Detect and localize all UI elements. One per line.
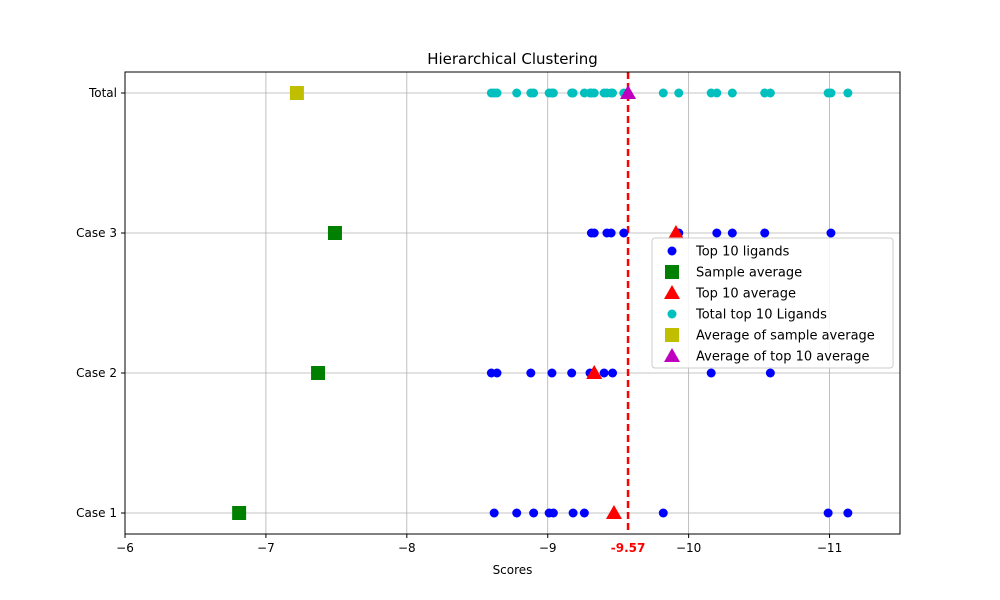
top-10-ligands-point — [619, 228, 629, 238]
x-tick-label: −10 — [676, 541, 701, 555]
total-top-10-ligands-point — [674, 88, 684, 98]
top-10-ligands-point — [579, 508, 589, 518]
total-top-10-ligands-point — [512, 88, 522, 98]
legend-label-top-10-average: Top 10 average — [695, 287, 796, 302]
total-top-10-ligands-point — [712, 88, 722, 98]
legend-label-total-top-10-ligands: Total top 10 Ligands — [695, 308, 827, 323]
top-10-ligands-point — [568, 508, 578, 518]
legend-label-average-of-sample-average: Average of sample average — [696, 329, 875, 344]
legend-marker-top-10-average — [664, 285, 680, 299]
legend-box — [651, 237, 894, 369]
total-top-10-ligands-point — [658, 88, 668, 98]
total-top-10-ligands-point — [727, 88, 737, 98]
sample-average-point — [232, 506, 247, 520]
top-10-ligands-point — [489, 508, 499, 518]
top-10-ligands-point — [548, 508, 558, 518]
legend: Top 10 ligands Sample average Top 10 avera… — [651, 237, 894, 369]
top-10-ligands-point — [727, 228, 737, 238]
y-tick-label: Case 2 — [76, 366, 117, 380]
top-10-ligands-point — [529, 508, 539, 518]
x-tick-label: −11 — [817, 541, 842, 555]
top-10-average-point — [605, 505, 622, 519]
total-top-10-ligands-point — [843, 88, 853, 98]
top-10-ligands-point — [599, 368, 609, 378]
legend-marker-sample-average — [665, 265, 679, 279]
total-top-10-ligands-point — [568, 88, 578, 98]
top-10-ligands-point — [760, 228, 770, 238]
legend-label-sample-average: Sample average — [696, 266, 802, 281]
legend-marker-average-of-top-10-average — [664, 348, 680, 362]
total-top-10-ligands-point — [589, 88, 599, 98]
chart-title: Hierarchical Clustering — [427, 50, 598, 68]
x-tick-label: −7 — [257, 541, 275, 555]
top-10-ligands-point — [765, 368, 775, 378]
top-10-ligands-point — [606, 228, 616, 238]
top-10-ligands-point — [658, 508, 668, 518]
total-top-10-ligands-point — [826, 88, 836, 98]
top-10-ligands-point — [843, 508, 853, 518]
total-top-10-ligands-point — [765, 88, 775, 98]
y-tick-label: Case 3 — [76, 226, 117, 240]
top-10-ligands-point — [826, 228, 836, 238]
top-10-ligands-point — [512, 508, 522, 518]
top-10-ligands-point — [526, 368, 536, 378]
top-10-ligands-point — [589, 228, 599, 238]
x-axis-label: Scores — [493, 563, 533, 577]
top-10-ligands-point — [492, 368, 502, 378]
legend-marker-average-of-sample-average — [665, 328, 679, 342]
total-top-10-ligands-point — [548, 88, 558, 98]
y-tick-label: Total — [88, 86, 117, 100]
top-10-ligands-point — [706, 368, 716, 378]
legend-marker-top-10-ligands — [667, 246, 677, 256]
total-top-10-ligands-point — [492, 88, 502, 98]
average-of-top-10-average-point — [620, 85, 637, 99]
legend-label-average-of-top-10-average: Average of top 10 average — [696, 350, 870, 365]
average-of-sample-average-point — [289, 86, 304, 100]
x-tick-label: −8 — [398, 541, 416, 555]
sample-average-point — [311, 366, 326, 380]
x-tick-label: −6 — [116, 541, 134, 555]
top-10-ligands-point — [567, 368, 577, 378]
marks-layer — [232, 85, 853, 520]
axes-frame — [124, 71, 901, 535]
legend-label-top-10-ligands: Top 10 ligands — [695, 245, 790, 260]
x-tick-label: −9 — [539, 541, 557, 555]
top-10-ligands-point — [547, 368, 557, 378]
ticks-layer: −6 −7 −8 −9 −10 −11 Case 1 Case 2 Case 3 Total -9.… — [76, 86, 842, 555]
top-10-ligands-point — [712, 228, 722, 238]
total-top-10-ligands-point — [529, 88, 539, 98]
total-top-10-ligands-point — [608, 88, 618, 98]
top-10-ligands-point — [608, 368, 618, 378]
top-10-average-point — [586, 365, 603, 379]
legend-marker-total-top-10-ligands — [667, 309, 677, 319]
sample-average-point — [327, 226, 342, 240]
reference-line-label: -9.57 — [611, 541, 646, 555]
y-tick-label: Case 1 — [76, 506, 117, 520]
top-10-ligands-point — [823, 508, 833, 518]
top-10-average-point — [667, 225, 684, 239]
